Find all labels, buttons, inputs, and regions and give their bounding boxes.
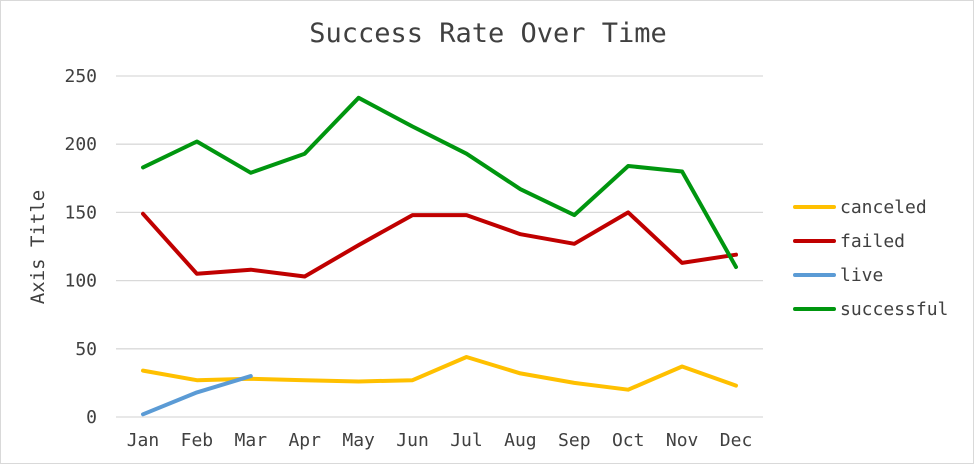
x-tick-label: Nov: [666, 430, 699, 451]
series-lines: [141, 95, 738, 417]
x-tick-label: Mar: [235, 430, 268, 451]
x-tick-label: Jul: [450, 430, 483, 451]
legend-label-canceled: canceled: [840, 197, 927, 218]
x-tick-label: Oct: [612, 430, 645, 451]
x-tick-label: Sep: [558, 430, 591, 451]
chart-title: Success Rate Over Time: [309, 18, 667, 49]
y-tick-label: 150: [64, 202, 97, 223]
legend-label-live: live: [840, 265, 883, 286]
x-tick-label: Jan: [127, 430, 160, 451]
series-line-live: [141, 374, 253, 417]
y-tick-label: 0: [86, 407, 97, 428]
series-line-failed: [141, 210, 738, 279]
y-tick-label: 250: [64, 66, 97, 87]
y-axis-title: Axis Title: [27, 190, 49, 304]
legend-label-failed: failed: [840, 231, 905, 252]
y-tick-label: 200: [64, 134, 97, 155]
x-tick-label: Jun: [396, 430, 429, 451]
y-axis-ticks: 0 50 100 150 200 250: [64, 66, 97, 428]
series-line-successful: [141, 95, 738, 269]
gridlines: [116, 75, 763, 418]
x-tick-label: Dec: [720, 430, 753, 451]
legend: canceled failed live successful: [793, 197, 948, 320]
x-tick-label: May: [342, 430, 375, 451]
x-tick-label: Feb: [181, 430, 214, 451]
legend-label-successful: successful: [840, 299, 948, 320]
x-tick-label: Aug: [504, 430, 537, 451]
x-tick-label: Apr: [288, 430, 321, 451]
y-tick-label: 50: [75, 339, 97, 360]
x-axis-ticks: Jan Feb Mar Apr May Jun Jul Aug Sep Oct Nov Dec: [127, 430, 753, 451]
y-tick-label: 100: [64, 271, 97, 292]
